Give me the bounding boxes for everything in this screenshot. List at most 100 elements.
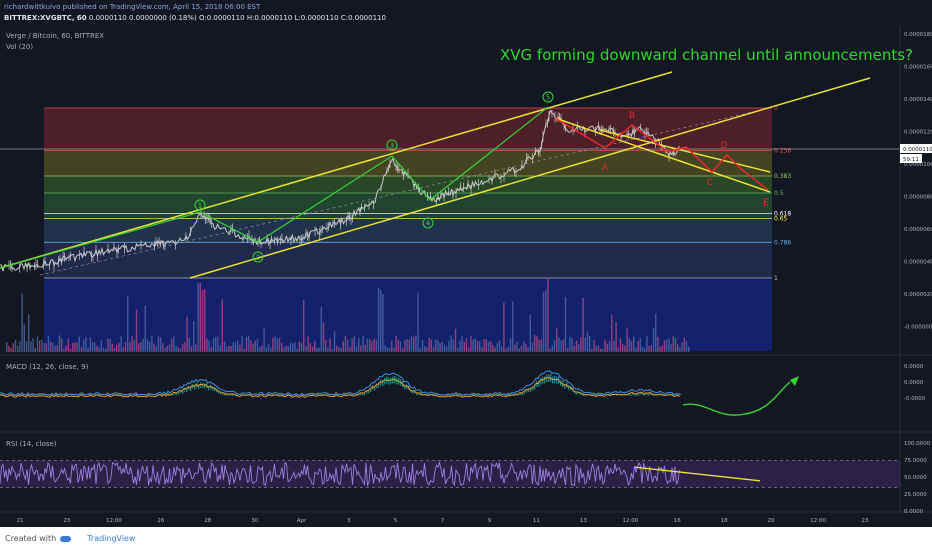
trend-dashed-line (39, 107, 771, 276)
macd-histogram-bar (370, 388, 372, 393)
volume-bar (177, 347, 179, 352)
macd-histogram-bar (66, 394, 68, 396)
volume-bar (311, 346, 314, 352)
volume-bar (516, 341, 518, 352)
rsi-axis-label: 100.0000 (904, 441, 931, 447)
wave-label: 4 (426, 220, 431, 228)
volume-bar (316, 347, 318, 352)
volume-bar (263, 328, 265, 352)
rsi-axis-label: 50.0000 (904, 475, 927, 481)
macd-histogram-bar (556, 376, 558, 384)
volume-bar (650, 345, 652, 352)
macd-axis-label: 0.0000 (904, 380, 924, 386)
fib-level-label: 0.618 (774, 210, 791, 217)
macd-histogram-bar (162, 394, 164, 396)
macd-panel-title[interactable]: MACD (12, 26, close, 9) (6, 363, 89, 371)
volume-bar (503, 302, 505, 352)
macd-histogram-bar (620, 394, 622, 396)
macd-histogram-bar (188, 385, 190, 391)
volume-bar (518, 348, 520, 352)
current-price-tag (900, 144, 932, 153)
volume-bar (613, 340, 615, 352)
volume-bar (140, 341, 142, 352)
macd-histogram-bar (366, 390, 368, 394)
volume-bar (415, 335, 417, 352)
macd-histogram-bar (594, 394, 596, 396)
volume-bar (193, 320, 195, 352)
macd-histogram-bar (320, 394, 322, 396)
volume-bar (386, 347, 388, 352)
volume-bar (452, 339, 454, 352)
time-axis-label: 12:00 (622, 518, 638, 524)
volume-bar (437, 340, 439, 352)
price-axis-label: 0.0000100 (904, 162, 932, 168)
volume-bar (657, 337, 659, 352)
fib-zone (44, 176, 772, 193)
macd-histogram-bar (516, 394, 518, 396)
volume-bar (457, 348, 459, 352)
volume-bar (505, 348, 507, 352)
volume-bar (223, 341, 226, 352)
macd-histogram-bar (454, 394, 456, 396)
volume-bar (644, 348, 646, 352)
volume-bar (586, 331, 589, 352)
rsi-panel-title[interactable]: RSI (14, close) (6, 440, 57, 448)
price-panel-title[interactable]: Verge / Bitcoin, 60, BITTREX (6, 32, 105, 40)
volume-bar (589, 336, 591, 352)
fib-level-label: 0.383 (774, 173, 791, 180)
volume-bar (83, 339, 85, 352)
published-line: richardwittkuivo published on TradingVie… (4, 3, 261, 11)
macd-histogram-bar (638, 393, 640, 396)
volume-bar (646, 335, 648, 352)
macd-histogram-bar (336, 394, 338, 396)
volume-bar (672, 336, 674, 352)
volume-bar (606, 343, 608, 352)
macd-histogram-bar (678, 394, 680, 396)
volume-bar (630, 340, 633, 352)
volume-bar (611, 314, 613, 352)
chart-canvas[interactable]: 00.2360.3830.50.6180.650.786112345ABCDEX… (0, 0, 932, 527)
volume-bar (395, 335, 397, 352)
macd-histogram-bar (346, 394, 348, 396)
volume-bar (8, 345, 10, 352)
volume-bar (21, 293, 23, 352)
volume-bar (190, 346, 193, 352)
wave-label: 5 (546, 94, 550, 102)
volume-bar (355, 346, 358, 352)
volume-bar (652, 327, 655, 352)
volume-bar (89, 337, 91, 352)
volume-bar (677, 343, 679, 352)
volume-bar (322, 322, 325, 352)
volume-panel-title[interactable]: Vol (20) (6, 43, 34, 51)
symbol-label[interactable]: BITTREX:XVGBTC, 60 (4, 14, 87, 22)
volume-bar (604, 339, 606, 352)
volume-bar (439, 342, 441, 352)
macd-histogram-bar (434, 394, 436, 396)
volume-bar (212, 338, 215, 352)
volume-bar (30, 341, 32, 352)
volume-bar (303, 300, 305, 352)
volume-bar (182, 344, 184, 352)
volume-bar (87, 347, 89, 352)
price-axis-label: 0.0000080 (904, 195, 932, 201)
tradingview-brand[interactable]: TradingView (87, 534, 136, 543)
macd-histogram-bar (472, 394, 474, 396)
volume-bar (149, 341, 151, 352)
price-axis-label: 0.0000020 (904, 292, 932, 298)
volume-bar (56, 345, 58, 352)
volume-bar (329, 338, 331, 352)
macd-histogram-bar (528, 388, 530, 393)
volume-bar (162, 343, 164, 352)
volume-bar (340, 347, 342, 352)
volume-bar (485, 339, 487, 352)
volume-bar (393, 347, 395, 352)
macd-histogram-bar (568, 385, 570, 390)
macd-axis-label: 0.0000 (904, 364, 924, 370)
macd-histogram-bar (282, 394, 284, 396)
macd-histogram-bar (518, 394, 520, 396)
macd-histogram-bar (646, 392, 648, 396)
macd-histogram-bar (542, 376, 544, 384)
macd-histogram-bar (232, 394, 234, 396)
macd-histogram-bar (380, 379, 382, 386)
macd-histogram-bar (404, 384, 406, 390)
